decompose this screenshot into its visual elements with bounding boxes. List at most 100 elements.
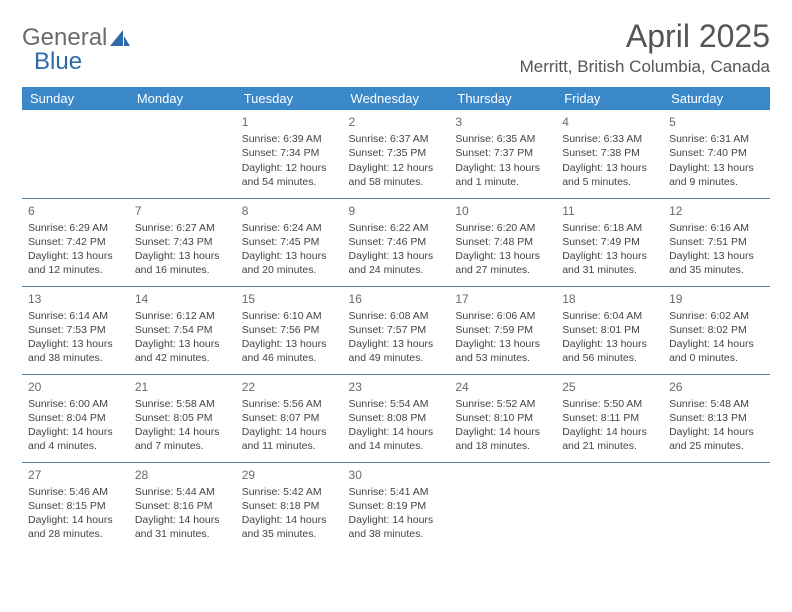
sunrise-text: Sunrise: 6:02 AM xyxy=(669,309,764,323)
daylight-text: Daylight: 14 hours and 38 minutes. xyxy=(349,513,444,541)
daylight-text: Daylight: 13 hours and 38 minutes. xyxy=(28,337,123,365)
calendar-cell: 8Sunrise: 6:24 AMSunset: 7:45 PMDaylight… xyxy=(236,198,343,286)
daylight-text: Daylight: 14 hours and 18 minutes. xyxy=(455,425,550,453)
calendar-cell xyxy=(22,110,129,198)
sunset-text: Sunset: 7:45 PM xyxy=(242,235,337,249)
calendar-cell: 29Sunrise: 5:42 AMSunset: 8:18 PMDayligh… xyxy=(236,462,343,550)
calendar-cell xyxy=(663,462,770,550)
day-number: 12 xyxy=(669,203,764,219)
sunrise-text: Sunrise: 6:29 AM xyxy=(28,221,123,235)
daylight-text: Daylight: 12 hours and 58 minutes. xyxy=(349,161,444,189)
calendar-week-row: 6Sunrise: 6:29 AMSunset: 7:42 PMDaylight… xyxy=(22,198,770,286)
sunset-text: Sunset: 7:46 PM xyxy=(349,235,444,249)
sunset-text: Sunset: 8:10 PM xyxy=(455,411,550,425)
weekday-header: Sunday xyxy=(22,87,129,110)
logo-word2: Blue xyxy=(34,48,82,76)
weekday-header: Saturday xyxy=(663,87,770,110)
sunset-text: Sunset: 8:16 PM xyxy=(135,499,230,513)
calendar-cell: 5Sunrise: 6:31 AMSunset: 7:40 PMDaylight… xyxy=(663,110,770,198)
sunset-text: Sunset: 7:34 PM xyxy=(242,146,337,160)
calendar-cell: 26 Sunrise: 5:48 AMSunset: 8:13 PMDayligh… xyxy=(663,374,770,462)
calendar-cell: 30Sunrise: 5:41 AMSunset: 8:19 PMDayligh… xyxy=(343,462,450,550)
sunset-text: Sunset: 8:07 PM xyxy=(242,411,337,425)
day-number: 9 xyxy=(349,203,444,219)
sunrise-text: Sunrise: 6:08 AM xyxy=(349,309,444,323)
calendar-cell: 1Sunrise: 6:39 AMSunset: 7:34 PMDaylight… xyxy=(236,110,343,198)
daylight-text: Daylight: 13 hours and 1 minute. xyxy=(455,161,550,189)
calendar-cell: 9Sunrise: 6:22 AMSunset: 7:46 PMDaylight… xyxy=(343,198,450,286)
day-number: 18 xyxy=(562,291,657,307)
daylight-text: Daylight: 14 hours and 25 minutes. xyxy=(669,425,764,453)
page-subtitle: Merritt, British Columbia, Canada xyxy=(520,57,770,77)
day-number: 1 xyxy=(242,114,337,130)
sunset-text: Sunset: 7:43 PM xyxy=(135,235,230,249)
sunset-text: Sunset: 7:38 PM xyxy=(562,146,657,160)
sunset-text: Sunset: 7:53 PM xyxy=(28,323,123,337)
calendar-week-row: 1 Sunrise: 6:39 AMSunset: 7:34 PM Daylight… xyxy=(22,110,770,198)
day-number: 27 xyxy=(28,467,123,483)
daylight-text: Daylight: 13 hours and 5 minutes. xyxy=(562,161,657,189)
sunset-text: Sunset: 7:51 PM xyxy=(669,235,764,249)
daylight-text: Daylight: 13 hours and 24 minutes. xyxy=(349,249,444,277)
sunrise-text: Sunrise: 5:42 AM xyxy=(242,485,337,499)
sunset-text: Sunset: 7:40 PM xyxy=(669,146,764,160)
daylight-text: Daylight: 13 hours and 9 minutes. xyxy=(669,161,764,189)
calendar-cell: 23Sunrise: 5:54 AMSunset: 8:08 PMDayligh… xyxy=(343,374,450,462)
sunrise-text: Sunrise: 6:00 AM xyxy=(28,397,123,411)
sunset-text: Sunset: 7:48 PM xyxy=(455,235,550,249)
calendar-cell: 3Sunrise: 6:35 AMSunset: 7:37 PMDaylight… xyxy=(449,110,556,198)
sunrise-text: Sunrise: 5:50 AM xyxy=(562,397,657,411)
calendar-week-row: 20Sunrise: 6:00 AMSunset: 8:04 PMDayligh… xyxy=(22,374,770,462)
sunset-text: Sunset: 8:13 PM xyxy=(669,411,764,425)
daylight-text: Daylight: 13 hours and 16 minutes. xyxy=(135,249,230,277)
daylight-text: Daylight: 14 hours and 28 minutes. xyxy=(28,513,123,541)
sunset-text: Sunset: 7:35 PM xyxy=(349,146,444,160)
day-number: 28 xyxy=(135,467,230,483)
sunset-text: Sunset: 7:37 PM xyxy=(455,146,550,160)
day-number: 10 xyxy=(455,203,550,219)
sunrise-text: Sunrise: 6:39 AM xyxy=(242,132,337,146)
calendar-cell: 10Sunrise: 6:20 AMSunset: 7:48 PMDayligh… xyxy=(449,198,556,286)
sunset-text: Sunset: 8:11 PM xyxy=(562,411,657,425)
calendar-cell: 20Sunrise: 6:00 AMSunset: 8:04 PMDayligh… xyxy=(22,374,129,462)
calendar-cell: 19Sunrise: 6:02 AMSunset: 8:02 PMDayligh… xyxy=(663,286,770,374)
header: General April 2025 Merritt, British Colu… xyxy=(22,18,770,77)
day-number: 23 xyxy=(349,379,444,395)
daylight-text: Daylight: 13 hours and 35 minutes. xyxy=(669,249,764,277)
calendar-cell: 4Sunrise: 6:33 AMSunset: 7:38 PMDaylight… xyxy=(556,110,663,198)
weekday-header-row: Sunday Monday Tuesday Wednesday Thursday… xyxy=(22,87,770,110)
weekday-header: Monday xyxy=(129,87,236,110)
sunrise-text: Sunrise: 6:12 AM xyxy=(135,309,230,323)
daylight-text: Daylight: 14 hours and 31 minutes. xyxy=(135,513,230,541)
weekday-header: Wednesday xyxy=(343,87,450,110)
calendar-cell: 2Sunrise: 6:37 AMSunset: 7:35 PMDaylight… xyxy=(343,110,450,198)
sunset-text: Sunset: 8:01 PM xyxy=(562,323,657,337)
sunset-text: Sunset: 7:42 PM xyxy=(28,235,123,249)
sunset-text: Sunset: 7:59 PM xyxy=(455,323,550,337)
day-number: 26 xyxy=(669,379,764,395)
sunrise-text: Sunrise: 6:10 AM xyxy=(242,309,337,323)
sunrise-text: Sunrise: 6:18 AM xyxy=(562,221,657,235)
daylight-text: Daylight: 13 hours and 31 minutes. xyxy=(562,249,657,277)
daylight-text: Daylight: 14 hours and 14 minutes. xyxy=(349,425,444,453)
calendar-cell: 7Sunrise: 6:27 AMSunset: 7:43 PMDaylight… xyxy=(129,198,236,286)
sunrise-text: Sunrise: 5:58 AM xyxy=(135,397,230,411)
weekday-header: Friday xyxy=(556,87,663,110)
calendar-week-row: 27Sunrise: 5:46 AMSunset: 8:15 PMDayligh… xyxy=(22,462,770,550)
daylight-text: Daylight: 14 hours and 21 minutes. xyxy=(562,425,657,453)
calendar-cell: 12Sunrise: 6:16 AMSunset: 7:51 PMDayligh… xyxy=(663,198,770,286)
calendar-cell: 14Sunrise: 6:12 AMSunset: 7:54 PMDayligh… xyxy=(129,286,236,374)
logo: General xyxy=(22,18,131,52)
sunrise-text: Sunrise: 6:33 AM xyxy=(562,132,657,146)
calendar-cell: 18Sunrise: 6:04 AMSunset: 8:01 PMDayligh… xyxy=(556,286,663,374)
sunrise-text: Sunrise: 6:04 AM xyxy=(562,309,657,323)
daylight-text: Daylight: 13 hours and 27 minutes. xyxy=(455,249,550,277)
sunrise-text: Sunrise: 6:27 AM xyxy=(135,221,230,235)
calendar-cell: 15Sunrise: 6:10 AMSunset: 7:56 PMDayligh… xyxy=(236,286,343,374)
sunset-text: Sunset: 8:15 PM xyxy=(28,499,123,513)
day-number: 30 xyxy=(349,467,444,483)
calendar-cell xyxy=(556,462,663,550)
day-number: 19 xyxy=(669,291,764,307)
day-number: 2 xyxy=(349,114,444,130)
sunrise-text: Sunrise: 5:48 AM xyxy=(669,397,764,411)
